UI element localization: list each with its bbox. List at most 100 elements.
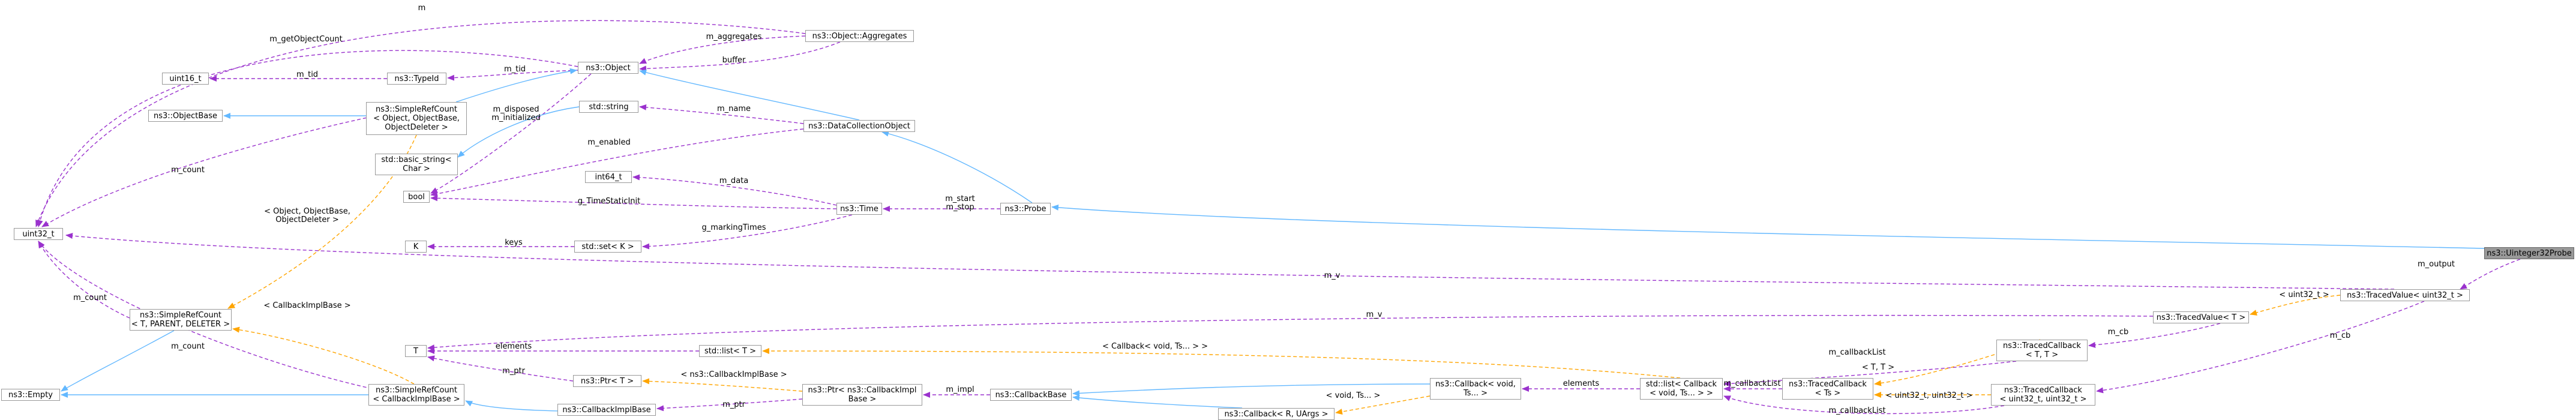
edge-label-m-ptr-t: m_ptr — [502, 367, 525, 376]
node-ns3-typeid[interactable]: ns3::TypeId — [387, 73, 446, 85]
node-ns3-tracedvalue-uint32[interactable]: ns3::TracedValue< uint32_t > — [2340, 289, 2470, 301]
edge-label-tmpl-callbackimplbase: < CallbackImplBase > — [263, 301, 351, 310]
node-k[interactable]: K — [405, 241, 427, 253]
edge-label-m-callbacklist-ts: m_callbackList — [1723, 379, 1781, 388]
node-std-list-callback[interactable]: std::list< Callback < void, Ts... > > — [1640, 378, 1723, 400]
edge-label-tmpl-t-t: < T, T > — [1861, 363, 1895, 372]
edge-u32probe-probe — [1051, 204, 2485, 249]
edge-label-elements-list: elements — [495, 342, 532, 351]
edge-cb-t — [2088, 323, 2221, 348]
edge-callback-base — [1072, 383, 1431, 397]
edge-label-m-ptr-impl: m_ptr — [722, 400, 745, 409]
edge-probe-dco — [881, 130, 1033, 203]
edge-label-m-count-cb: m_count — [171, 342, 205, 351]
edge-timestaticinit — [430, 195, 837, 209]
edge-tmpl-callbackimplbase — [232, 326, 415, 385]
edge-getobjectcount — [37, 50, 578, 227]
edge-label-keys: keys — [505, 238, 523, 247]
edge-label-m-aggregates: m_aggregates — [706, 32, 762, 41]
edge-empty-from-src — [61, 330, 175, 392]
node-ns3-object[interactable]: ns3::Object — [578, 62, 638, 74]
node-ns3-tracedcallback-uint32[interactable]: ns3::TracedCallback < uint32_t, uint32_t… — [1991, 384, 2095, 406]
edge-label-g-timestaticinit: g_TimeStaticInit — [577, 197, 641, 206]
edge-label-m-disposed: m_disposed m_initialized — [491, 105, 541, 122]
node-uint32-t[interactable]: uint32_t — [14, 228, 63, 240]
edge-label-m-callbacklist-u32: m_callbackList — [1828, 406, 1886, 415]
edge-v-uint32 — [65, 233, 2395, 290]
node-std-list-t[interactable]: std::list< T > — [699, 345, 761, 357]
edge-label-buffer: buffer — [722, 56, 746, 65]
edge-label-tmpl-callback-void: < Callback< void, Ts... > > — [1102, 342, 1208, 351]
node-uint16-t[interactable]: uint16_t — [162, 73, 209, 85]
edge-tmpl-callback-void — [762, 348, 1681, 379]
edge-label-m-tid-object: m_tid — [503, 65, 526, 74]
node-ns3-probe[interactable]: ns3::Probe — [1000, 203, 1051, 215]
edge-label-m-cb-t: m_cb — [2107, 328, 2129, 337]
edge-tid-object — [447, 70, 578, 81]
edge-label-m: m — [418, 4, 426, 13]
edge-data — [632, 174, 837, 206]
edge-tmpl-object — [227, 134, 417, 309]
node-std-string[interactable]: std::string — [579, 101, 638, 113]
node-ns3-tracedcallback-ts[interactable]: ns3::TracedCallback < Ts > — [1782, 378, 1873, 400]
edge-label-tmpl-object: < Object, ObjectBase, ObjectDeleter > — [264, 207, 350, 224]
node-ns3-tracedcallback-t-t[interactable]: ns3::TracedCallback < T, T > — [1996, 340, 2088, 361]
node-ns3-empty[interactable]: ns3::Empty — [1, 389, 60, 401]
node-std-set-k[interactable]: std::set< K > — [574, 241, 641, 253]
edge-label-m-data: m_data — [719, 176, 749, 185]
node-ns3-datacollectionobject[interactable]: ns3::DataCollectionObject — [803, 120, 915, 132]
edge-count-cb — [38, 241, 379, 391]
edge-label-m-getobjectcount: m_getObjectCount — [269, 35, 343, 44]
edge-disposed — [430, 73, 592, 194]
edge-label-tmpl-callbackimpl-ptr: < ns3::CallbackImplBase > — [680, 370, 787, 379]
edge-tmpl-callbackimpl-ptr — [642, 378, 803, 392]
edge-m — [35, 20, 806, 227]
edge-buffer — [639, 41, 841, 72]
edge-count-src — [38, 241, 130, 319]
node-ns3-object-aggregates[interactable]: ns3::Object::Aggregates — [805, 30, 914, 42]
node-ns3-callbackimplbase[interactable]: ns3::CallbackImplBase — [557, 404, 656, 416]
edge-label-tmpl-uint32-uint32: < uint32_t, uint32_t > — [1885, 391, 1973, 400]
node-bool[interactable]: bool — [403, 191, 430, 203]
node-std-basic-string[interactable]: std::basic_string< Char > — [375, 154, 458, 175]
node-ns3-simplerefcount-object[interactable]: ns3::SimpleRefCount < Object, ObjectBase… — [366, 102, 467, 135]
node-ns3-time[interactable]: ns3::Time — [836, 203, 882, 215]
edge-label-tmpl-void-ts: < void, Ts... > — [1326, 391, 1381, 400]
edge-label-m-tid-typeid: m_tid — [296, 70, 319, 79]
edge-v-t — [427, 314, 2154, 351]
node-ns3-uinteger32probe[interactable]: ns3::Uinteger32Probe — [2484, 247, 2574, 259]
edge-enabled — [430, 128, 804, 197]
node-ns3-objectbase[interactable]: ns3::ObjectBase — [148, 110, 223, 122]
edge-label-m-count-object: m_count — [171, 166, 205, 175]
edge-cb-uint32 — [2096, 301, 2425, 394]
edge-tmpl-traced — [2250, 295, 2341, 316]
edge-callbacklist-u32 — [1723, 395, 2005, 415]
node-ns3-callbackbase[interactable]: ns3::CallbackBase — [990, 389, 1072, 401]
node-ns3-callback-void-ts[interactable]: ns3::Callback< void, Ts... > — [1430, 378, 1521, 400]
node-ns3-simplerefcount-callbackimplbase[interactable]: ns3::SimpleRefCount < CallbackImplBase > — [368, 384, 464, 406]
edge-ptr-t — [427, 355, 574, 382]
edge-label-tmpl-uint32-traced: < uint32_t > — [2279, 290, 2329, 299]
edge-count-object — [41, 113, 385, 227]
node-ns3-simplerefcount-t[interactable]: ns3::SimpleRefCount < T, PARENT, DELETER… — [130, 309, 232, 331]
edge-label-m-output: m_output — [2417, 260, 2455, 269]
edge-label-m-enabled: m_enabled — [587, 138, 631, 147]
edge-output — [2460, 259, 2521, 290]
edge-label-m-v-uint32: m_v — [1324, 271, 1341, 280]
edge-basic-string — [457, 106, 580, 158]
edge-label-m-v-t: m_v — [1366, 310, 1383, 319]
node-ns3-callback-r-uargs[interactable]: ns3::Callback< R, UArgs > — [1218, 408, 1335, 420]
edge-name — [639, 104, 804, 124]
edge-aggregates — [639, 35, 806, 64]
edge-dco-object — [639, 69, 860, 121]
node-t[interactable]: T — [405, 345, 427, 357]
edge-markingtimes — [642, 214, 853, 250]
edge-label-m-impl: m_impl — [946, 385, 974, 394]
node-int64-t[interactable]: int64_t — [585, 171, 632, 183]
edge-object-from-src — [455, 68, 577, 103]
node-ns3-tracedvalue-t[interactable]: ns3::TracedValue< T > — [2153, 311, 2249, 323]
edge-ptr-impl — [656, 398, 803, 412]
node-ns3-ptr-callbackimplbase[interactable]: ns3::Ptr< ns3::CallbackImpl Base > — [802, 384, 922, 406]
node-ns3-ptr-t[interactable]: ns3::Ptr< T > — [573, 375, 641, 387]
